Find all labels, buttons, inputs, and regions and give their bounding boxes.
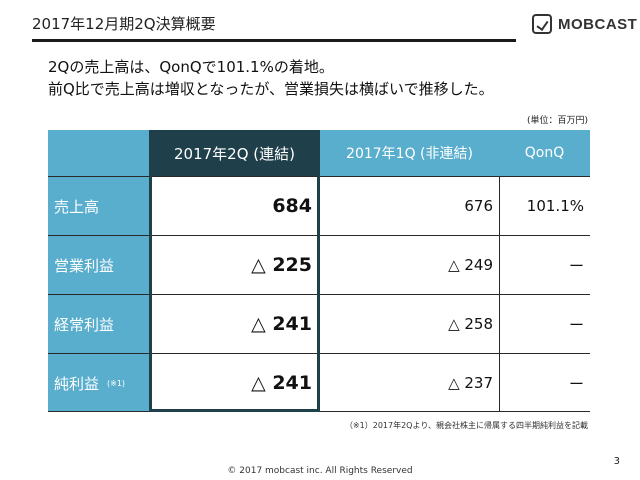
table-row: 経常利益 △ 241 △ 258 ー	[48, 294, 590, 353]
value-2q: △ 241	[251, 313, 312, 335]
value-qoq: ー	[568, 315, 584, 334]
column-header-2q: 2017年2Q (連結)	[149, 130, 320, 176]
copyright: © 2017 mobcast inc. All Rights Reserved	[227, 466, 413, 476]
table-row: 純利益 (※1) △ 241 △ 237 ー	[48, 353, 590, 412]
value-qoq: ー	[568, 256, 584, 275]
column-header-qoq: QonQ	[499, 130, 590, 176]
unit-note: (単位：百万円)	[526, 116, 588, 126]
value-2q: △ 225	[251, 254, 312, 276]
lead-line-2: 前Q比で売上高は増収となったが、営業損失は横ばいで推移した。	[48, 80, 494, 98]
value-1q: △ 237	[448, 374, 493, 392]
row-label: 経常利益	[48, 295, 149, 353]
row-label-text: 経常利益	[54, 315, 115, 334]
row-label-text: 売上高	[54, 197, 100, 216]
header-corner-cell	[48, 130, 149, 176]
mobcast-logo-icon	[532, 14, 552, 34]
value-2q: 684	[272, 195, 312, 217]
column-divider	[499, 176, 500, 412]
title-underline	[32, 39, 516, 42]
table-row: 営業利益 △ 225 △ 249 ー	[48, 235, 590, 294]
page-number: 3	[613, 456, 620, 467]
table-row: 売上高 684 676 101.1%	[48, 176, 590, 235]
column-header-1q: 2017年1Q (非連結)	[320, 130, 499, 176]
table-header-row: 2017年2Q (連結) 2017年1Q (非連結) QonQ	[48, 130, 590, 176]
results-table: 2017年2Q (連結) 2017年1Q (非連結) QonQ 売上高 684 …	[48, 130, 590, 412]
footnote: （※1）2017年2Qより、親会社株主に帰属する四半期純利益を記載	[344, 421, 588, 430]
row-label-note: (※1)	[107, 378, 126, 388]
value-qoq: 101.1%	[526, 197, 584, 215]
mobcast-logo: MOBCAST	[532, 14, 637, 34]
value-1q: △ 249	[448, 256, 493, 274]
lead-line-1: 2Qの売上高は、QonQで101.1%の着地。	[48, 58, 334, 76]
row-label: 純利益 (※1)	[48, 354, 149, 412]
slide-title: 2017年12月期2Q決算概要	[32, 15, 216, 33]
value-qoq: ー	[568, 374, 584, 393]
table-bottom-border	[48, 411, 590, 412]
row-label: 売上高	[48, 177, 149, 235]
row-label: 営業利益	[48, 236, 149, 294]
value-1q: △ 258	[448, 315, 493, 333]
lead-text: 2Qの売上高は、QonQで101.1%の着地。 前Q比で売上高は増収となったが、…	[48, 56, 494, 100]
row-label-text: 営業利益	[54, 256, 115, 275]
value-1q: 676	[464, 197, 493, 215]
value-2q: △ 241	[251, 372, 312, 394]
logo-text: MOBCAST	[558, 15, 638, 33]
row-label-text: 純利益	[54, 374, 100, 393]
